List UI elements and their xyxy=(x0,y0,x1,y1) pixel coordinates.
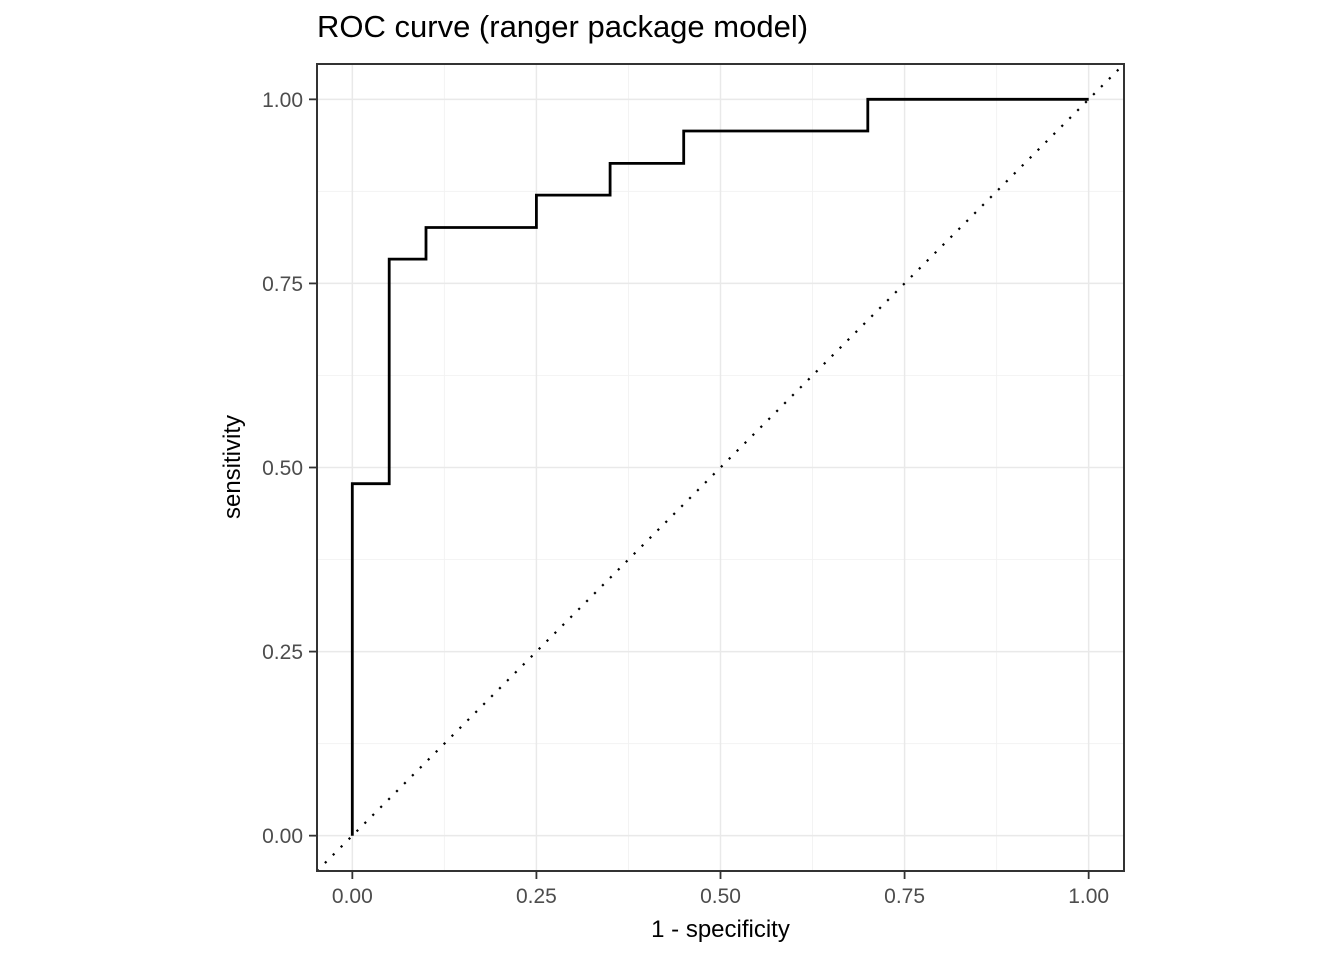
roc-curve-line xyxy=(350,97,1089,836)
y-tick-label: 0.00 xyxy=(262,825,303,848)
y-tick-label: 1.00 xyxy=(262,89,303,112)
y-tick-label: 0.50 xyxy=(262,457,303,480)
x-tick-label: 0.25 xyxy=(516,885,557,908)
x-tick-label: 1.00 xyxy=(1068,885,1109,908)
y-tick-label: 0.75 xyxy=(262,273,303,296)
chart-title: ROC curve (ranger package model) xyxy=(317,9,809,44)
x-axis-title: 1 - specificity xyxy=(651,916,790,943)
y-tick-label: 0.25 xyxy=(262,641,303,664)
y-axis-title: sensitivity xyxy=(219,414,246,520)
x-tick-label: 0.00 xyxy=(332,885,373,908)
x-tick-label: 0.75 xyxy=(884,885,925,908)
x-tick-label: 0.50 xyxy=(700,885,741,908)
